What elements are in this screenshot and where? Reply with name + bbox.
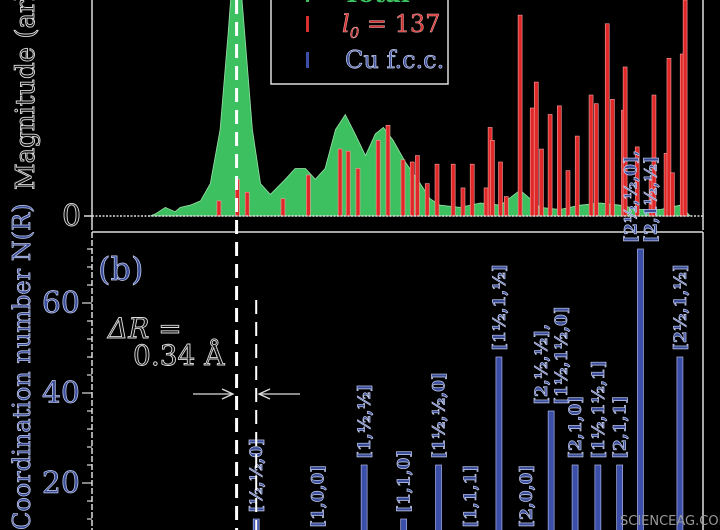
- legend: Total l0 = 137 Cu f.c.c.: [270, 0, 449, 85]
- shell-label: [1½,1½,1]: [589, 360, 609, 459]
- red-bar: [460, 187, 466, 217]
- shell-label: [2,1,1]: [611, 396, 631, 459]
- shell-bar: [571, 464, 579, 530]
- red-bar: [244, 191, 250, 217]
- red-bar: [306, 174, 311, 217]
- shell-label: [2,1½,½]: [641, 156, 661, 243]
- red-bar: [375, 140, 381, 217]
- red-bar: [490, 140, 495, 217]
- y-axis-label-a: Magnitude (arb.: [11, 0, 41, 190]
- shell-label: [1,1,0]: [395, 450, 415, 513]
- red-bar-series: [216, 0, 688, 217]
- red-bar: [498, 161, 503, 217]
- shell-bar: [594, 464, 602, 530]
- red-bar: [409, 161, 415, 217]
- shell-label: [1,½,½]: [355, 384, 375, 459]
- shell-label: [½,½,0]: [247, 438, 267, 513]
- red-bar: [469, 163, 475, 217]
- red-bar: [434, 163, 440, 217]
- watermark: SCIENCEAG.COM: [620, 514, 720, 529]
- red-bar: [450, 163, 456, 217]
- legend-swatch-green: [306, 0, 309, 2]
- red-bar: [529, 107, 535, 217]
- panel-b: 20 40 60 Coordination number N(R) (b) [½,½…: [8, 150, 704, 530]
- red-bar: [385, 124, 391, 217]
- y-tick-label-b: 40: [42, 376, 80, 411]
- red-bar: [483, 187, 489, 217]
- legend-swatch-red: [306, 16, 309, 32]
- red-bar: [588, 94, 594, 217]
- shell-label: [1½,1½,0]: [552, 306, 572, 405]
- y-tick-label-b: 20: [42, 466, 80, 501]
- legend-label-red: l0 = 137: [342, 10, 440, 42]
- red-bar: [216, 200, 222, 217]
- red-bar: [533, 81, 539, 217]
- legend-box: [270, 0, 449, 85]
- shell-bar: [400, 518, 408, 530]
- red-bar: [415, 155, 420, 217]
- shell-label: [2½,½,0],: [621, 150, 641, 243]
- y-ticks-b: 20 40 60: [41, 248, 92, 520]
- red-bar: [337, 148, 343, 217]
- red-bar: [517, 14, 523, 217]
- panel-label-b: (b): [98, 250, 143, 288]
- shell-bar: [495, 356, 503, 530]
- green-area: [150, 0, 691, 217]
- red-bar: [547, 114, 553, 217]
- red-bar: [682, 0, 688, 217]
- shell-bar: [547, 410, 555, 530]
- red-bar: [670, 172, 675, 217]
- y-axis-label-b: Coordination number N(R): [8, 203, 36, 530]
- panel-a: 0 Magnitude (arb. Total l0 = 137 Cu f.c.…: [11, 0, 704, 234]
- red-bar: [345, 150, 351, 217]
- shell-bar: [360, 464, 368, 530]
- shell-bars: [½,½,0] [1,0,0] [1,½,½] [1,1,0] [1½,½,0] [1,1…: [247, 150, 691, 530]
- y-tick-label-b: 60: [42, 286, 80, 321]
- shell-bar: [637, 248, 644, 530]
- legend-label-green: Total: [343, 0, 410, 8]
- delta-r-value: 0.34 Å: [133, 339, 225, 372]
- red-bar: [557, 105, 562, 217]
- shell-label: [2,0,0]: [517, 465, 537, 528]
- red-bar: [666, 58, 672, 217]
- red-bar: [610, 99, 615, 217]
- red-bar: [634, 146, 640, 217]
- shell-label: [2,½,½],: [532, 324, 552, 405]
- shell-bar: [676, 356, 684, 530]
- red-bar: [539, 148, 544, 217]
- arrow-left: [257, 388, 300, 400]
- red-bar: [400, 159, 406, 217]
- delta-r-label: ΔR =: [107, 312, 182, 345]
- red-bar: [280, 198, 286, 217]
- red-bar: [574, 135, 580, 217]
- shell-label: [2,1,0]: [566, 396, 586, 459]
- shell-bar: [616, 464, 623, 530]
- legend-label-blue: Cu f.c.c.: [345, 46, 444, 74]
- shell-label: [1,0,0]: [308, 465, 328, 528]
- green-area-series: [150, 0, 691, 217]
- shell-label: [1½,1,½]: [490, 264, 510, 351]
- red-bar: [565, 170, 571, 217]
- shell-label: [2½,1,½]: [671, 264, 691, 351]
- shell-bar: [435, 464, 442, 530]
- y-tick-label-0: 0: [62, 199, 81, 234]
- red-bar: [424, 183, 430, 217]
- red-bar: [593, 103, 599, 217]
- shell-label: [1½,½,0]: [430, 372, 450, 459]
- red-bar: [604, 23, 610, 217]
- legend-swatch-blue: [306, 52, 309, 68]
- red-bar: [355, 168, 361, 217]
- red-bar: [503, 196, 509, 217]
- shell-label: [1,1,1]: [461, 465, 481, 528]
- arrow-right: [193, 388, 235, 400]
